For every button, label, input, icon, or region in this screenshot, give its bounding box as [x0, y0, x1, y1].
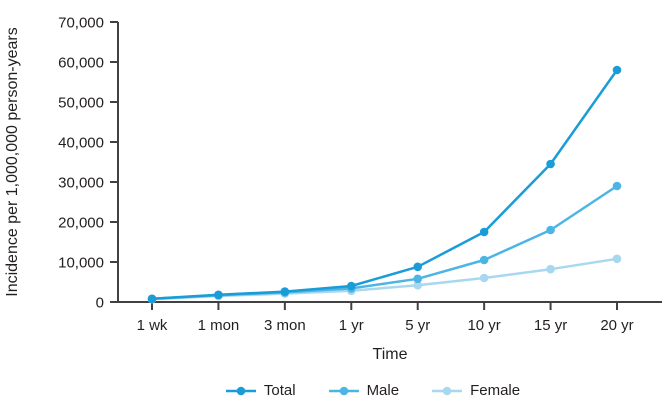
legend-marker-female-icon: [432, 386, 463, 395]
x-tick-label: 3 mon: [264, 317, 306, 334]
data-point-male-20yr: [612, 181, 622, 191]
data-point-female-15yr: [546, 264, 555, 274]
axes: 0 10,000 20,000 30,000 40,000 50,000 60,000 70,…: [58, 15, 662, 334]
axis-spine: [117, 22, 662, 303]
x-tick-label: 15 yr: [534, 317, 567, 334]
data-point-total-1yr: [346, 281, 356, 291]
legend-label-male: Male: [366, 382, 400, 399]
y-tick-label: 40,000: [58, 135, 104, 152]
legend-label-female: Female: [470, 382, 521, 399]
series-layer: [147, 65, 622, 304]
series-male: [147, 181, 622, 304]
legend-item-female: Female: [431, 382, 520, 399]
x-tick-label: 20 yr: [600, 317, 633, 334]
x-tick-label: 10 yr: [467, 317, 500, 334]
y-tick-label: 30,000: [58, 175, 104, 192]
legend-marker-total-icon: [225, 386, 256, 395]
series-line-total: [150, 68, 619, 301]
chart-legend: Total Male Female: [75, 382, 670, 399]
data-point-male-15yr: [546, 225, 555, 235]
y-tick-label: 70,000: [58, 15, 104, 32]
y-axis-title: Incidence per 1,000,000 person-years: [4, 27, 21, 297]
y-tick-label: 60,000: [58, 55, 104, 72]
data-point-total-1mon: [214, 290, 223, 300]
legend-label-total: Total: [263, 382, 296, 399]
legend-item-male: Male: [328, 382, 400, 399]
x-axis-title: Time: [373, 346, 408, 363]
legend-marker-male-icon: [328, 386, 359, 395]
y-tick-label: 10,000: [58, 255, 104, 272]
y-tick-label: 0: [96, 295, 104, 312]
y-tick-label: 20,000: [58, 215, 104, 232]
series-line-male: [150, 184, 619, 301]
x-tick-label: 5 yr: [405, 317, 430, 334]
data-point-total-10yr: [479, 227, 489, 237]
data-point-female-5yr: [413, 280, 423, 290]
data-point-total-1wk: [147, 294, 157, 304]
x-tick-label: 1 wk: [137, 317, 168, 334]
data-point-male-5yr: [413, 274, 423, 284]
data-point-total-3mon: [280, 287, 290, 296]
y-tick-label: 50,000: [58, 95, 104, 112]
data-point-total-5yr: [413, 262, 423, 272]
data-point-total-15yr: [546, 159, 555, 169]
legend-item-total: Total: [225, 382, 296, 399]
data-point-female-20yr: [612, 254, 622, 264]
data-point-total-20yr: [612, 65, 622, 75]
data-point-female-10yr: [479, 273, 489, 283]
data-point-male-10yr: [479, 255, 489, 265]
x-tick-label: 1 yr: [339, 317, 364, 334]
x-tick-label: 1 mon: [198, 317, 240, 334]
series-total: [147, 65, 622, 304]
